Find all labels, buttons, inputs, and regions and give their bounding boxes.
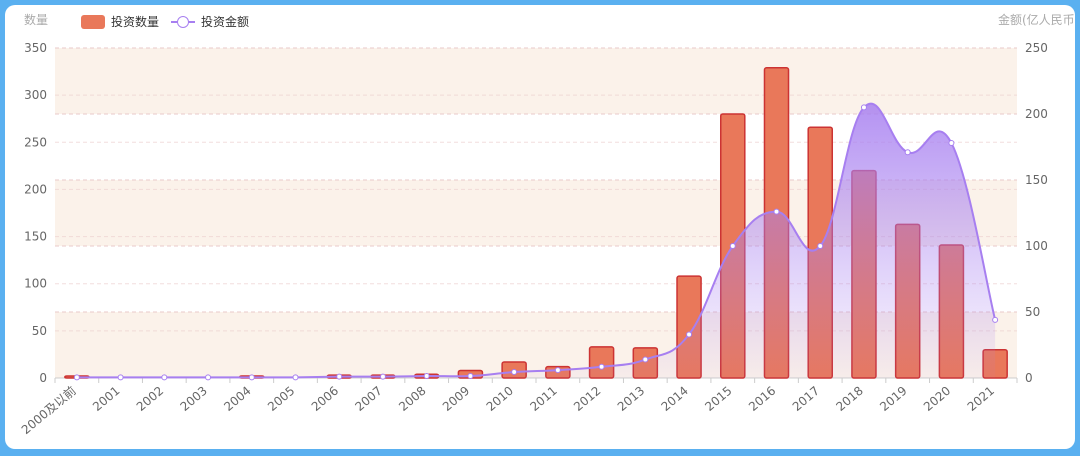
y-right-tick-label: 100	[1025, 239, 1048, 253]
line-point	[598, 363, 605, 370]
x-tick-label: 2017	[790, 384, 822, 414]
x-tick-label: 2016	[746, 384, 778, 414]
line-point	[817, 243, 824, 249]
x-tick-label: 2000及以前	[18, 383, 79, 437]
x-tick-label: 2002	[134, 384, 166, 414]
legend-item-count[interactable]: 投资数量	[81, 13, 159, 30]
line-point	[117, 374, 124, 381]
line-point	[642, 356, 649, 363]
chart-frame: 投资数量 投资金额 数量 金额(亿人民币 0 50 100 150 200 250 300 3…	[5, 5, 1075, 449]
x-tick-label: 2009	[440, 384, 472, 414]
legend-bar-label: 投资数量	[111, 15, 160, 29]
y-left-tick-label: 50	[32, 324, 47, 338]
x-tick-label: 2010	[484, 384, 516, 414]
y-right-tick-label: 200	[1025, 107, 1048, 121]
line-point	[379, 373, 386, 380]
line-point	[860, 104, 867, 111]
right-axis-name: 金额(亿人民币	[998, 13, 1075, 27]
y-left-tick-label: 200	[24, 182, 47, 196]
y-left-tick-label: 0	[39, 371, 47, 385]
line-point	[336, 373, 343, 380]
legend-bar-swatch	[81, 14, 105, 29]
line-point	[554, 367, 561, 374]
line-point	[511, 369, 518, 376]
y-left-tick-label: 300	[24, 88, 47, 102]
line-point	[73, 374, 80, 381]
x-tick-label: 2014	[659, 384, 691, 414]
x-tick-label: 2015	[702, 384, 734, 414]
y-left-tick-label: 250	[24, 135, 47, 149]
line-point	[423, 373, 430, 380]
x-tick-label: 2008	[396, 384, 428, 414]
grid-band	[55, 48, 1017, 114]
line-point	[467, 373, 474, 380]
combo-chart: 0 50 100 150 200 250 300 350 0 50 100 150 200 250 2000…	[18, 41, 1048, 437]
legend-line-swatch	[171, 15, 196, 29]
line-point	[161, 374, 168, 381]
legend-item-amount[interactable]: 投资金额	[171, 13, 249, 30]
line-point	[773, 208, 780, 215]
line-point	[992, 316, 999, 323]
line-point	[948, 140, 955, 147]
y-right-tick-label: 0	[1025, 371, 1033, 385]
x-tick-label: 2003	[178, 384, 210, 414]
y-left-tick-label: 100	[24, 277, 47, 291]
x-tick-label: 2019	[877, 384, 909, 414]
line-point	[292, 374, 299, 381]
x-tick-label: 2001	[90, 384, 122, 414]
x-tick-label: 2007	[352, 384, 384, 414]
x-tick-label: 2006	[309, 384, 341, 414]
x-tick-label: 2021	[965, 384, 997, 414]
legend-line-label: 投资金额	[201, 15, 250, 29]
y-right-tick-label: 50	[1025, 305, 1040, 319]
line-area	[76, 103, 996, 378]
x-tick-label: 2011	[527, 384, 559, 414]
x-tick-label: 2012	[571, 384, 603, 414]
line-point	[686, 331, 693, 338]
line-point	[904, 149, 911, 156]
x-tick-label: 2005	[265, 384, 297, 414]
y-left-tick-label: 350	[24, 41, 47, 55]
y-left-tick-label: 150	[24, 230, 47, 244]
legend: 投资数量 投资金额	[81, 13, 249, 30]
line-point	[729, 243, 736, 249]
x-tick-label: 2020	[921, 384, 953, 414]
line-point	[205, 374, 212, 381]
y-right-tick-label: 250	[1025, 41, 1048, 55]
x-tick-label: 2004	[221, 384, 253, 414]
y-right-tick-label: 150	[1025, 173, 1048, 187]
left-axis-name: 数量	[24, 13, 49, 27]
x-tick-label: 2013	[615, 384, 647, 414]
line-point	[248, 374, 255, 381]
x-tick-label: 2018	[833, 384, 865, 414]
